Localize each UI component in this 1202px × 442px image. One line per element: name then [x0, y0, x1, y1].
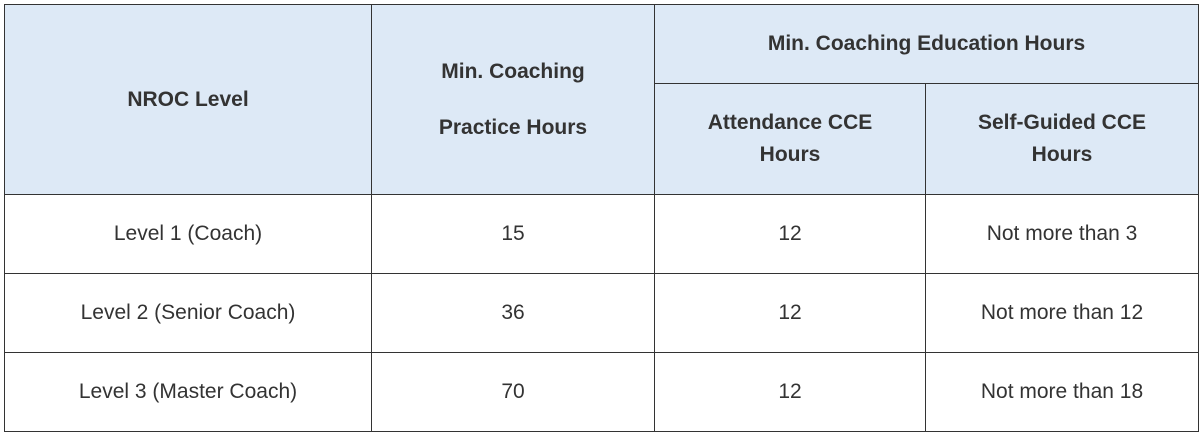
cell-level: Level 3 (Master Coach) [4, 352, 372, 432]
header-education-hours: Min. Coaching Education Hours [654, 4, 1199, 84]
cell-practice: 15 [371, 194, 655, 274]
header-row-2: Attendance CCE Hours Self-Guided CCE Hou… [5, 83, 1199, 195]
cell-selfguided: Not more than 18 [925, 352, 1199, 432]
header-practice-line1: Min. Coaching [441, 59, 585, 83]
header-practice-hours: Min. Coaching Practice Hours [371, 4, 655, 195]
cell-selfguided: Not more than 12 [925, 273, 1199, 353]
cell-attendance: 12 [654, 194, 926, 274]
header-attendance-line2: Hours [759, 143, 821, 166]
header-nroc-level: NROC Level [4, 4, 372, 195]
header-selfguided-line2: Hours [1031, 143, 1093, 166]
cell-attendance: 12 [654, 352, 926, 432]
cell-attendance: 12 [654, 273, 926, 353]
table-row: Level 1 (Coach) 15 12 Not more than 3 [4, 194, 1199, 274]
header-attendance-line1: Attendance CCE [707, 111, 873, 134]
header-nroc-level-text: NROC Level [127, 87, 249, 111]
table-body: Level 1 (Coach) 15 12 Not more than 3 Le… [4, 194, 1199, 432]
cell-level: Level 2 (Senior Coach) [4, 273, 372, 353]
header-selfguided-cce: Self-Guided CCE Hours [925, 83, 1199, 195]
header-practice-line2: Practice Hours [438, 115, 588, 139]
table-row: Level 2 (Senior Coach) 36 12 Not more th… [4, 273, 1199, 353]
header-selfguided-line1: Self-Guided CCE [977, 111, 1146, 134]
cell-practice: 70 [371, 352, 655, 432]
cell-practice: 36 [371, 273, 655, 353]
nroc-levels-table: NROC Level Min. Coaching Practice Hours … [4, 4, 1199, 432]
header-education-text: Min. Coaching Education Hours [767, 32, 1086, 55]
header-row-1: NROC Level Min. Coaching Practice Hours … [4, 4, 1199, 195]
table-header: NROC Level Min. Coaching Practice Hours … [4, 4, 1199, 195]
header-attendance-cce: Attendance CCE Hours [654, 83, 926, 195]
table-row: Level 3 (Master Coach) 70 12 Not more th… [4, 352, 1199, 432]
cell-level: Level 1 (Coach) [4, 194, 372, 274]
cell-selfguided: Not more than 3 [925, 194, 1199, 274]
